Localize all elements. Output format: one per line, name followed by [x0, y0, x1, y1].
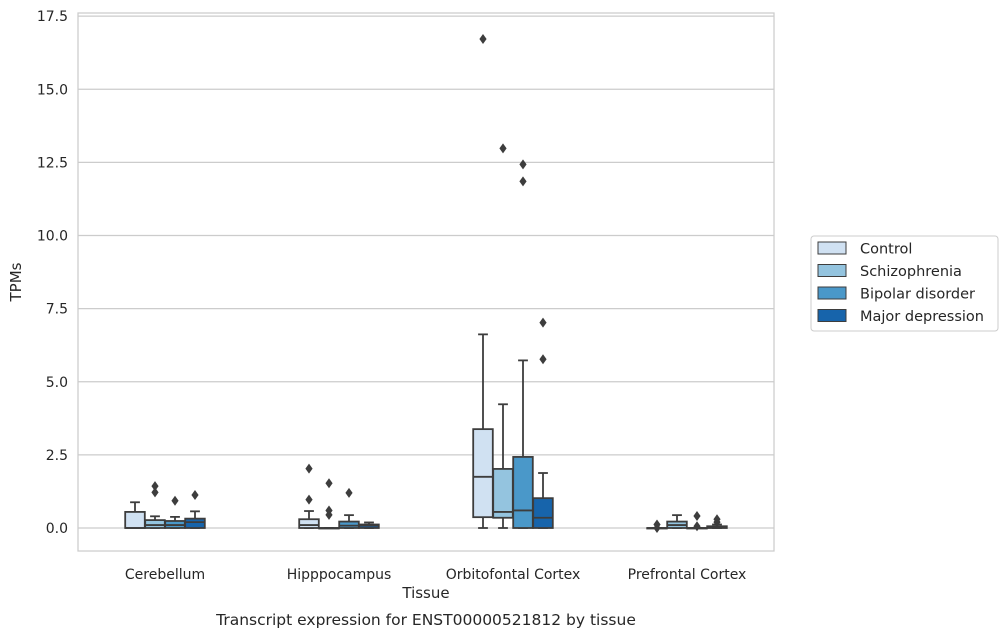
- box-body: [492, 468, 514, 519]
- gridlines: [78, 15, 774, 529]
- legend-swatch: [817, 286, 847, 300]
- x-tick-label: Hipppocampus: [287, 567, 392, 583]
- box-body: [472, 428, 494, 519]
- outlier-point: [171, 495, 179, 506]
- box-3-3: [512, 159, 534, 529]
- legend-swatch: [817, 241, 847, 255]
- box-4-1: [646, 519, 668, 533]
- outlier-point: [539, 317, 547, 328]
- y-tick-label: 0.0: [46, 521, 68, 537]
- outlier-point: [325, 505, 333, 516]
- box-body: [532, 497, 554, 529]
- y-tick-label: 15.0: [37, 82, 68, 98]
- box-3-2: [492, 143, 514, 529]
- chart-caption: Transcript expression for ENST0000052181…: [215, 611, 636, 629]
- legend-items: Control Schizophrenia Bipolar disorder Majo…: [817, 241, 984, 325]
- y-tick-labels: 0.0 2.5 5.0 7.5 10.0 12.5 15.0 17.5: [37, 9, 68, 537]
- outlier-point: [325, 478, 333, 489]
- legend: Control Schizophrenia Bipolar disorder Majo…: [810, 235, 999, 332]
- outlier-point: [519, 176, 527, 187]
- outlier-point: [305, 463, 313, 474]
- outlier-point: [345, 487, 353, 498]
- y-tick-label: 12.5: [37, 155, 68, 171]
- legend-frame: [810, 235, 999, 332]
- box-4-2: [666, 514, 688, 529]
- plot-background: [78, 13, 774, 551]
- outlier-point: [479, 33, 487, 44]
- legend-label: Schizophrenia: [860, 264, 962, 280]
- y-tick-label: 5.0: [46, 375, 68, 391]
- outlier-point: [713, 514, 721, 525]
- y-tick-label: 7.5: [46, 302, 68, 318]
- outlier-point: [653, 519, 661, 530]
- outlier-point: [151, 487, 159, 498]
- box-body: [512, 456, 534, 529]
- x-tick-label: Orbitofontal Cortex: [446, 567, 581, 583]
- outlier-point: [693, 521, 701, 532]
- box-4-4: [706, 514, 728, 529]
- x-axis-title: Tissue: [401, 584, 449, 602]
- legend-swatch: [817, 264, 847, 277]
- box-1-4: [184, 489, 206, 529]
- outlier-point: [305, 494, 313, 505]
- box-body: [124, 511, 146, 529]
- outlier-point: [191, 489, 199, 500]
- y-tick-label: 10.0: [37, 229, 68, 245]
- x-tick-labels: Cerebellum Hipppocampus Orbitofontal Corte…: [125, 567, 746, 583]
- outlier-point: [519, 159, 527, 170]
- y-axis-title: TPMs: [7, 262, 25, 302]
- box-2-1: [298, 463, 320, 529]
- outlier-point: [499, 143, 507, 154]
- legend-swatch: [817, 309, 847, 322]
- y-tick-label: 2.5: [46, 448, 68, 464]
- box-body: [144, 519, 166, 529]
- outlier-point: [693, 511, 701, 522]
- y-tick-label: 17.5: [37, 9, 68, 25]
- legend-label: Bipolar disorder: [860, 287, 975, 303]
- box-3-4: [532, 317, 554, 529]
- box-body: [184, 517, 206, 529]
- box-body: [298, 518, 320, 529]
- x-tick-label: Cerebellum: [125, 567, 205, 583]
- box-3-1: [472, 33, 494, 529]
- legend-label: Major depression: [860, 309, 984, 325]
- legend-label: Control: [860, 242, 912, 258]
- box-1-2: [144, 481, 166, 529]
- plot-frame: [77, 12, 775, 552]
- x-tick-label: Prefrontal Cortex: [628, 567, 747, 583]
- box-groups: [124, 33, 728, 533]
- outlier-point: [539, 354, 547, 365]
- box-1-1: [124, 501, 146, 529]
- outlier-point: [151, 481, 159, 492]
- box-1-3: [164, 495, 186, 529]
- box-2-4: [358, 521, 380, 529]
